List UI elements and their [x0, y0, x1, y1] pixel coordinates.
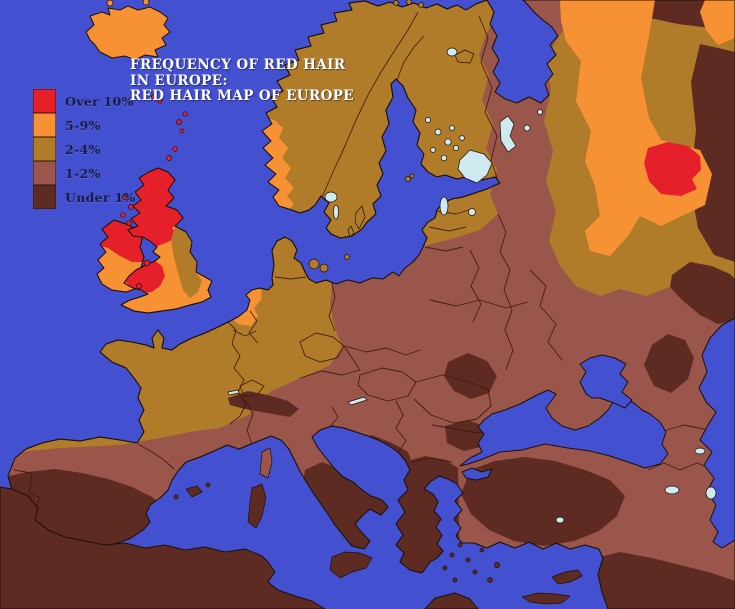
zone-ne-right-band	[690, 44, 735, 262]
kolguyev	[454, 49, 475, 64]
legend-row-under-1: Under 1%	[33, 185, 136, 209]
majorca	[185, 485, 203, 498]
wales-over-10pct	[124, 261, 165, 293]
zone-alps	[228, 391, 299, 417]
sea-of-marmara	[461, 467, 493, 481]
corsica	[259, 447, 273, 479]
east-england-2-4pct	[171, 222, 202, 298]
islands-orange-5-9pct	[106, 0, 150, 7]
map-title-line3: RED HAIR MAP OF EUROPE	[130, 88, 354, 104]
oland	[347, 225, 355, 238]
legend-label-under-1: Under 1%	[65, 189, 136, 205]
isle-of-man	[143, 259, 151, 267]
lakes	[227, 47, 717, 524]
sardinia	[247, 483, 267, 529]
crete	[521, 592, 571, 605]
lake-onega	[499, 115, 517, 153]
map-title-line2: IN EUROPE:	[130, 72, 228, 89]
lake-van	[664, 485, 680, 495]
legend-label-over-10: Over 10%	[65, 93, 134, 109]
lake-balaton	[347, 396, 368, 406]
sicily	[329, 551, 373, 579]
zone-ne-top-strip	[648, 0, 715, 28]
faroe-islands	[151, 94, 157, 100]
sea-of-azov	[579, 354, 633, 409]
zone-anatolia	[461, 457, 625, 546]
legend-swatch-over-10	[33, 89, 56, 113]
legend-swatch-1-2	[33, 161, 56, 185]
country-borders	[13, 11, 731, 540]
legend-label-5-9: 5-9%	[65, 117, 101, 133]
legend-label-2-4: 2-4%	[65, 141, 101, 157]
legend-swatch-2-4	[33, 137, 56, 161]
lake-peipus	[439, 196, 449, 216]
islands-dark-under-1pct	[173, 482, 583, 605]
legend-row-over-10: Over 10%	[33, 89, 136, 113]
gotland	[354, 205, 366, 230]
islands-red-over-10pct	[120, 94, 188, 289]
cyprus	[551, 569, 583, 585]
lake-geneva	[227, 389, 240, 396]
lake-vattern	[333, 204, 339, 220]
zealand	[308, 258, 320, 270]
north-africa	[0, 486, 326, 609]
zone-volga-patch	[644, 334, 694, 393]
lake-tuz	[555, 516, 565, 524]
legend-row-2-4: 2-4%	[33, 137, 136, 161]
lake-ladoga	[457, 149, 493, 184]
lake-ilmen	[468, 208, 476, 216]
map-title: FREQUENCY OF RED HAIR IN EUROPE: RED HAI…	[130, 57, 390, 105]
legend-swatch-under-1	[33, 185, 56, 209]
legend-swatch-5-9	[33, 113, 56, 137]
legend-row-1-2: 1-2%	[33, 161, 136, 185]
zone-ne-corner-5-9pct	[700, 0, 735, 45]
lake-sevan	[694, 447, 706, 455]
funen	[319, 263, 329, 273]
islands-tan-2-4pct	[308, 0, 475, 273]
map-legend: Over 10% 5-9% 2-4% 1-2% Under 1%	[33, 89, 136, 209]
iceland	[85, 5, 171, 61]
legend-label-1-2: 1-2%	[65, 165, 101, 181]
lake-urmia	[705, 486, 717, 500]
zone-syria-mideast	[588, 552, 735, 609]
legend-row-5-9: 5-9%	[33, 113, 136, 137]
anglesey	[136, 283, 142, 289]
map-title-line1: FREQUENCY OF RED HAIR	[130, 57, 346, 73]
black-sea	[459, 389, 669, 469]
lake-vanern	[324, 191, 338, 203]
lake-inari	[446, 47, 458, 57]
zone-udmurtia-over-10pct	[644, 142, 701, 196]
zone-caspian-steppe	[670, 262, 735, 324]
cyrenaica	[424, 592, 479, 609]
